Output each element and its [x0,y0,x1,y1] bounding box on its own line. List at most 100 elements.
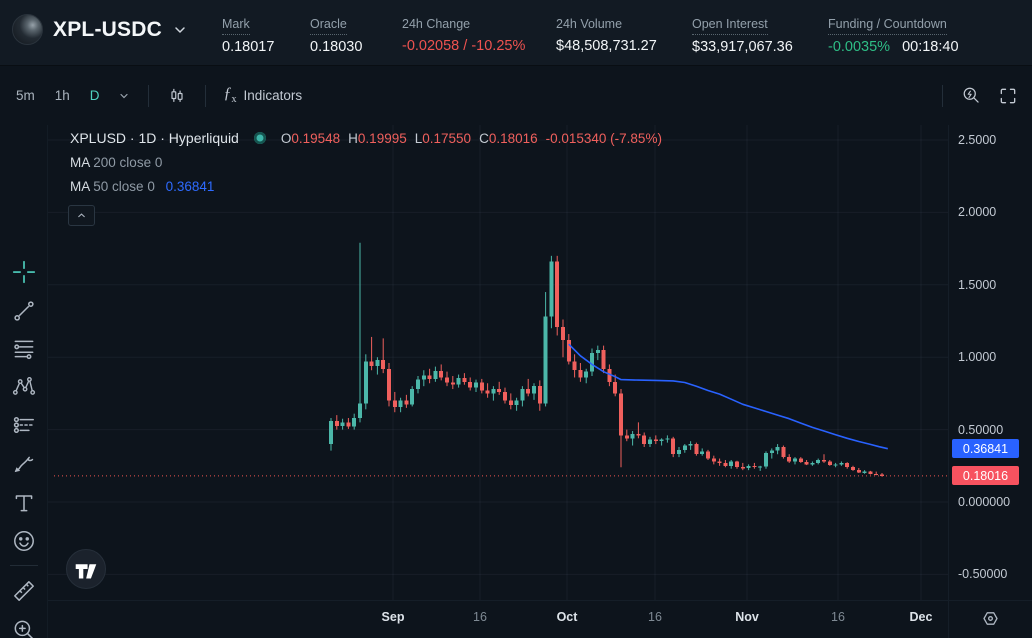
indicators-label: Indicators [243,88,303,103]
y-axis-label: 1.0000 [958,350,997,365]
ruler-icon [14,581,34,601]
ma50-legend: MA 50 close 0 0.36841 [70,179,662,194]
x-axis-label: 16 [648,610,662,624]
fullscreen-button[interactable] [990,82,1026,110]
toolbar-divider [942,84,943,107]
timeframe-5m[interactable]: 5m [6,82,45,109]
stat-label: 24h Change [402,17,471,31]
emoji-tool-button[interactable] [11,528,37,554]
chevron-down-icon [119,93,128,98]
xpl-coin-logo [12,14,43,45]
indicators-button[interactable]: ƒx Indicators [216,81,311,109]
fib-lines-icon [14,340,34,360]
stat-value: 0.18017 [222,39,275,55]
ma50-price-badge: 0.36841 [952,439,1019,459]
timeframe-1h[interactable]: 1h [45,82,80,109]
timeframe-1d[interactable]: D [80,82,110,109]
fib-lines-tool-button[interactable] [11,336,37,362]
text-tool-button[interactable] [11,490,37,516]
stat-value: 0.18030 [310,39,363,55]
position-tool-icon [13,416,34,434]
stat-label[interactable]: Open Interest [692,17,768,35]
stat-open-interest[interactable]: Open Interest $33,917,067.36 [692,15,793,55]
magnet-mode-icon [963,87,979,103]
x-axis-label: Dec [909,610,933,624]
x-axis-label: Oct [556,610,578,624]
brush-tool-button[interactable] [11,451,37,477]
timeframe-menu-button[interactable] [110,86,138,106]
ohlc-item: O0.19548 [280,130,341,146]
stat-24h-change: 24h Change -0.02058 / -10.25% [402,15,525,54]
crosshair-tool-button[interactable] [11,259,37,285]
zoom-in-icon [14,620,34,638]
stat-label[interactable]: Oracle [310,17,347,35]
stat-mark[interactable]: Mark 0.18017 [222,15,274,55]
price-chart[interactable] [48,125,948,600]
stat-funding-countdown[interactable]: Funding / Countdown -0.0035% 00:18:40 [828,15,959,55]
emoji-icon [14,531,34,551]
ma200-label: MA [70,155,90,170]
pattern-icon [12,376,36,395]
ma200-legend: MA 200 close 0 [70,155,662,170]
x-axis-label: Sep [381,610,405,624]
ohlc-item: L0.17550 [414,130,472,146]
trend-line-tool-button[interactable] [11,298,37,324]
ma50-label: MA [70,179,90,194]
y-axis-label: 2.5000 [958,133,997,147]
toolbar-divider [204,84,206,107]
stat-value: -0.02058 / -10.25% [402,38,526,54]
brush-icon [14,456,34,473]
y-axis-label: 2.0000 [958,205,997,220]
chart-legend: XPLUSD · 1D · Hyperliquid O0.19548 H0.199… [70,130,662,194]
axis-settings-icon [983,611,998,625]
tradingview-logo-button[interactable] [66,549,106,589]
ma50-value: 0.36841 [165,179,215,194]
stat-oracle[interactable]: Oracle 0.18030 [310,15,362,55]
ohlc-readout: O0.19548 H0.19995 L0.17550 C0.18016 -0.01534… [281,131,662,146]
chevron-down-icon [175,26,185,33]
pair-name: XPL-USDC [53,17,162,41]
toolbar-separator [10,565,38,566]
ruler-tool-button[interactable] [11,578,37,604]
pattern-tool-button[interactable] [11,374,37,400]
price-axis[interactable]: 2.5000 2.0000 1.5000 1.0000 0.50000 0.000000 -… [948,125,1032,600]
drawing-toolbar [0,125,48,638]
crosshair-icon [12,260,36,284]
stat-24h-volume: 24h Volume $48,508,731.27 [556,15,657,54]
y-axis-label: 0.50000 [958,422,1004,437]
y-axis-label: 1.5000 [958,277,997,292]
ma200-params: 200 close 0 [93,155,163,170]
candle-style-icon [170,88,183,102]
stat-label[interactable]: Funding / Countdown [828,17,947,35]
magnet-mode-button[interactable] [953,81,990,110]
stat-value: -0.0035% 00:18:40 [828,39,959,55]
last-price-badge: 0.18016 [952,466,1019,486]
market-selector[interactable]: XPL-USDC [12,14,188,45]
candle-style-button[interactable] [159,82,195,110]
toolbar-divider [147,84,149,107]
y-axis-label: -0.50000 [958,567,1008,582]
trend-line-icon [14,301,34,321]
ohlc-item: H0.19995 [348,130,407,146]
x-axis-label: 16 [473,610,487,624]
tradingview-logo [75,564,97,579]
collapse-legend-icon [78,213,85,218]
axis-settings-button[interactable] [978,606,1003,634]
time-axis[interactable]: Sep 16 Oct 16 Nov 16 Dec [48,600,948,638]
collapse-legend-button[interactable] [68,205,95,226]
x-axis-label: Nov [735,610,759,624]
visibility-toggle-icon[interactable] [253,132,266,144]
zoom-in-tool-button[interactable] [11,617,37,638]
fullscreen-icon [1000,88,1016,103]
stat-label[interactable]: Mark [222,17,250,35]
stat-value: $33,917,067.36 [692,39,793,55]
fx-icon: ƒx [223,85,237,106]
stat-label: 24h Volume [556,17,623,31]
ma50-params: 50 close 0 [93,179,155,194]
market-header: XPL-USDC Mark 0.18017 Oracle 0.18030 24h Cha… [0,0,1032,66]
ohlc-item: C0.18016 [479,130,538,146]
position-tool-button[interactable] [11,412,37,438]
stat-value: $48,508,731.27 [556,38,657,54]
chart-toolbar: 5m 1h D ƒx Indicators [0,66,1032,125]
